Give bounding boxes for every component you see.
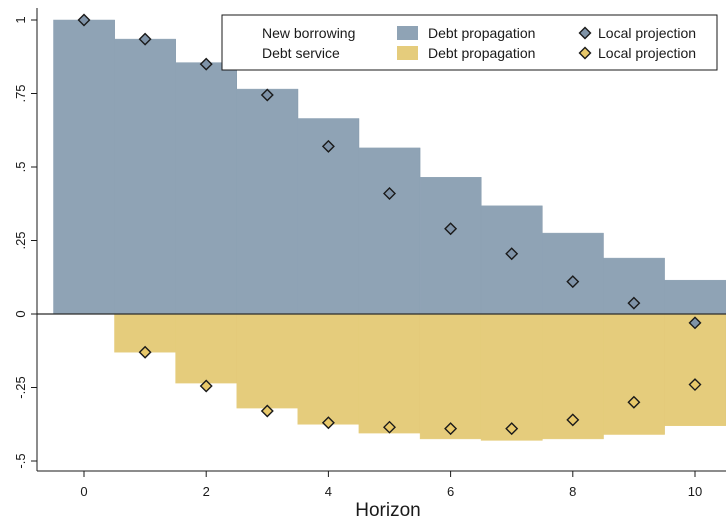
x-tick-label: 2 bbox=[203, 484, 210, 499]
legend-swatch-bar bbox=[397, 26, 418, 40]
y-tick-label: -.5 bbox=[13, 453, 28, 468]
marker-debt-service-7 bbox=[505, 422, 519, 436]
legend-box bbox=[221, 14, 718, 71]
legend-group-label: New borrowing bbox=[262, 25, 355, 41]
marker-debt-service-6 bbox=[444, 422, 458, 436]
marker-debt-service-4 bbox=[321, 416, 335, 430]
legend-swatch-bar bbox=[397, 46, 418, 60]
marker-new-borrowing-10 bbox=[688, 316, 702, 330]
marker-new-borrowing-1 bbox=[138, 32, 152, 46]
bar-new-borrowing-6 bbox=[419, 177, 482, 315]
legend-group-label: Debt service bbox=[262, 45, 340, 61]
marker-new-borrowing-3 bbox=[260, 88, 274, 102]
legend-swatch-marker bbox=[578, 46, 592, 60]
bar-new-borrowing-8 bbox=[542, 232, 604, 315]
bars-layer bbox=[53, 19, 726, 441]
y-tick-label: 1 bbox=[13, 16, 28, 23]
marker-new-borrowing-0 bbox=[77, 13, 91, 27]
bar-new-borrowing-10 bbox=[664, 279, 726, 315]
bar-debt-service-7 bbox=[480, 313, 543, 441]
marker-new-borrowing-9 bbox=[627, 296, 641, 310]
x-tick-label: 0 bbox=[80, 484, 87, 499]
legend-marker-label: Local projection bbox=[598, 45, 696, 61]
marker-new-borrowing-4 bbox=[321, 139, 335, 153]
marker-debt-service-3 bbox=[260, 404, 274, 418]
bar-debt-service-2 bbox=[175, 313, 237, 384]
marker-debt-service-9 bbox=[627, 395, 641, 409]
bar-new-borrowing-3 bbox=[236, 88, 299, 315]
bar-debt-service-3 bbox=[236, 313, 299, 409]
bar-debt-service-6 bbox=[419, 313, 482, 440]
marker-new-borrowing-7 bbox=[505, 247, 519, 261]
y-tick-label: .25 bbox=[13, 231, 28, 249]
bar-new-borrowing-0 bbox=[53, 19, 115, 315]
x-tick-label: 6 bbox=[447, 484, 454, 499]
bar-debt-service-4 bbox=[297, 313, 360, 425]
bar-debt-service-9 bbox=[603, 313, 665, 435]
legend-swatch-marker bbox=[578, 26, 592, 40]
bar-new-borrowing-5 bbox=[358, 147, 421, 315]
marker-debt-service-2 bbox=[199, 379, 213, 393]
legend-bar-label: Debt propagation bbox=[428, 25, 535, 41]
marker-new-borrowing-2 bbox=[199, 57, 213, 71]
x-tick-label: 4 bbox=[325, 484, 332, 499]
marker-new-borrowing-6 bbox=[444, 222, 458, 236]
marker-debt-service-8 bbox=[566, 413, 580, 427]
marker-new-borrowing-5 bbox=[383, 186, 396, 200]
bar-debt-service-5 bbox=[358, 313, 421, 434]
x-axis-title: Horizon bbox=[355, 500, 420, 521]
y-tick-label: .5 bbox=[13, 162, 28, 173]
legend-marker-label: Local projection bbox=[598, 25, 696, 41]
y-tick-label: -.25 bbox=[13, 376, 28, 398]
bar-new-borrowing-1 bbox=[114, 38, 176, 315]
x-tick-label: 8 bbox=[569, 484, 576, 499]
y-tick-label: 0 bbox=[13, 310, 28, 317]
bar-debt-service-10 bbox=[664, 313, 726, 426]
markers-layer bbox=[77, 13, 702, 436]
legend-bar-label: Debt propagation bbox=[428, 45, 535, 61]
marker-debt-service-10 bbox=[688, 378, 702, 392]
marker-debt-service-1 bbox=[138, 345, 152, 359]
marker-new-borrowing-8 bbox=[566, 275, 580, 289]
marker-debt-service-5 bbox=[383, 420, 396, 434]
y-tick-label: .75 bbox=[13, 84, 28, 102]
bar-new-borrowing-2 bbox=[175, 62, 237, 315]
x-tick-label: 10 bbox=[688, 484, 702, 499]
legend: New borrowing Debt propagation Local proje… bbox=[221, 14, 718, 71]
